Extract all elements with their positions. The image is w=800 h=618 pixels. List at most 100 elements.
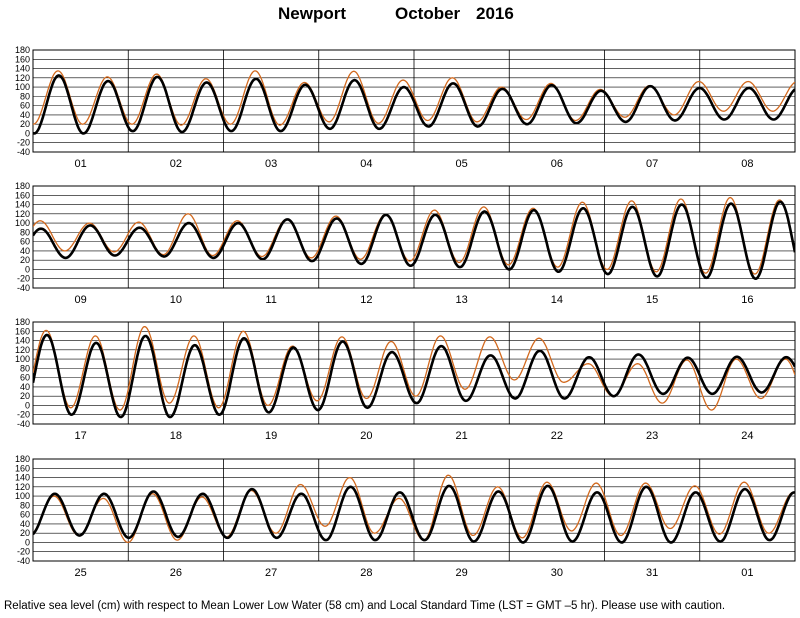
day-label: 14 bbox=[551, 294, 563, 306]
y-tick-label: -40 bbox=[17, 419, 30, 429]
y-tick-label: 140 bbox=[15, 473, 30, 483]
y-tick-label: 100 bbox=[15, 218, 30, 228]
y-tick-label: 20 bbox=[20, 528, 30, 538]
y-tick-label: 140 bbox=[15, 200, 30, 210]
day-label: 05 bbox=[456, 158, 468, 170]
y-tick-label: 140 bbox=[15, 336, 30, 346]
observed-series-line bbox=[33, 70, 795, 126]
y-tick-label: 60 bbox=[20, 510, 30, 520]
y-tick-label: 180 bbox=[15, 181, 30, 191]
y-tick-label: 80 bbox=[20, 227, 30, 237]
y-tick-label: 0 bbox=[25, 400, 30, 410]
day-label: 01 bbox=[75, 158, 87, 170]
y-tick-label: 40 bbox=[20, 246, 30, 256]
y-tick-label: 160 bbox=[15, 54, 30, 64]
y-tick-label: 20 bbox=[20, 119, 30, 129]
y-tick-label: 100 bbox=[15, 82, 30, 92]
panel-frame bbox=[32, 458, 796, 562]
y-tick-label: 160 bbox=[15, 326, 30, 336]
day-label: 31 bbox=[646, 567, 658, 579]
y-tick-label: 180 bbox=[15, 317, 30, 327]
day-label: 21 bbox=[456, 430, 468, 442]
y-tick-label: 80 bbox=[20, 363, 30, 373]
day-label: 27 bbox=[265, 567, 277, 579]
y-tick-label: 60 bbox=[20, 237, 30, 247]
day-label: 25 bbox=[75, 567, 87, 579]
day-label: 29 bbox=[456, 567, 468, 579]
y-tick-label: 20 bbox=[20, 391, 30, 401]
y-tick-label: 180 bbox=[15, 45, 30, 55]
day-label: 28 bbox=[360, 567, 372, 579]
y-tick-label: 0 bbox=[25, 128, 30, 138]
y-tick-label: 40 bbox=[20, 382, 30, 392]
panel-frame bbox=[32, 49, 796, 153]
y-tick-label: -20 bbox=[17, 138, 30, 148]
day-label: 10 bbox=[170, 294, 182, 306]
day-label: 30 bbox=[551, 567, 563, 579]
y-tick-label: 60 bbox=[20, 373, 30, 383]
chart-title: Newport October 2016 bbox=[0, 4, 800, 28]
title-station: Newport bbox=[278, 4, 346, 23]
day-label: 20 bbox=[360, 430, 372, 442]
chart-caption: Relative sea level (cm) with respect to … bbox=[4, 600, 726, 612]
y-tick-label: 0 bbox=[25, 537, 30, 547]
day-label: 17 bbox=[75, 430, 87, 442]
y-tick-label: 80 bbox=[20, 91, 30, 101]
day-label: 22 bbox=[551, 430, 563, 442]
predicted-series-line bbox=[33, 200, 795, 281]
y-tick-label: 160 bbox=[15, 190, 30, 200]
y-tick-label: 100 bbox=[15, 491, 30, 501]
day-label: 07 bbox=[646, 158, 658, 170]
predicted-series-line bbox=[33, 333, 795, 419]
day-label: 02 bbox=[170, 158, 182, 170]
y-tick-label: 140 bbox=[15, 64, 30, 74]
day-label: 13 bbox=[456, 294, 468, 306]
y-tick-label: -40 bbox=[17, 147, 30, 157]
y-tick-label: 0 bbox=[25, 264, 30, 274]
day-label: 09 bbox=[75, 294, 87, 306]
y-tick-label: -20 bbox=[17, 274, 30, 284]
day-label: 26 bbox=[170, 567, 182, 579]
y-tick-label: 160 bbox=[15, 463, 30, 473]
observed-series-line bbox=[33, 474, 795, 544]
y-tick-label: -20 bbox=[17, 410, 30, 420]
day-label: 16 bbox=[741, 294, 753, 306]
day-label: 19 bbox=[265, 430, 277, 442]
y-tick-label: 120 bbox=[15, 345, 30, 355]
y-tick-label: 80 bbox=[20, 500, 30, 510]
y-tick-label: -40 bbox=[17, 556, 30, 566]
y-tick-label: 40 bbox=[20, 110, 30, 120]
day-label: 06 bbox=[551, 158, 563, 170]
day-label: 11 bbox=[265, 294, 276, 306]
day-label: 24 bbox=[741, 430, 753, 442]
y-tick-label: -20 bbox=[17, 547, 30, 557]
day-label: 23 bbox=[646, 430, 658, 442]
day-label: 04 bbox=[360, 158, 372, 170]
title-month: October bbox=[395, 4, 461, 23]
y-tick-label: 100 bbox=[15, 354, 30, 364]
y-tick-label: -40 bbox=[17, 283, 30, 293]
day-label: 12 bbox=[360, 294, 372, 306]
y-tick-label: 40 bbox=[20, 519, 30, 529]
y-tick-label: 60 bbox=[20, 101, 30, 111]
predicted-series-line bbox=[33, 484, 795, 544]
day-label: 15 bbox=[646, 294, 658, 306]
predicted-series-line bbox=[33, 74, 795, 135]
day-label: 08 bbox=[741, 158, 753, 170]
day-label: 01 bbox=[741, 567, 753, 579]
y-tick-label: 180 bbox=[15, 454, 30, 464]
y-tick-label: 120 bbox=[15, 73, 30, 83]
y-tick-label: 120 bbox=[15, 482, 30, 492]
title-year: 2016 bbox=[476, 4, 514, 23]
panel-frame bbox=[32, 185, 796, 289]
y-tick-label: 120 bbox=[15, 209, 30, 219]
day-label: 03 bbox=[265, 158, 277, 170]
observed-series-line bbox=[33, 326, 795, 411]
day-label: 18 bbox=[170, 430, 182, 442]
y-tick-label: 20 bbox=[20, 255, 30, 265]
